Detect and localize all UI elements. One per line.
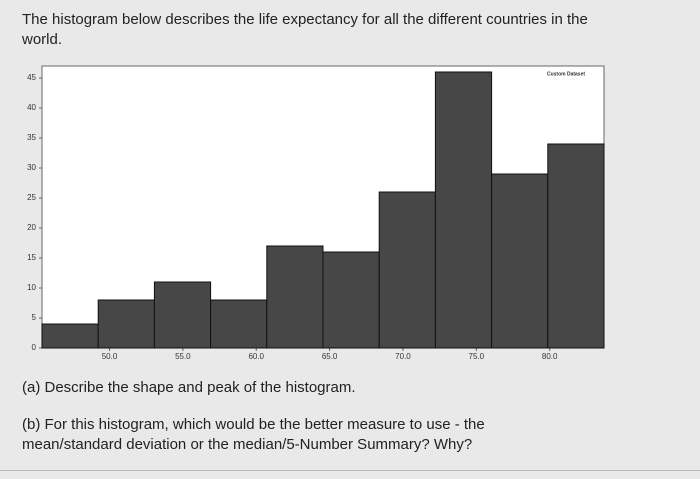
x-tick-label: 80.0 [542,352,558,361]
histogram-bar [491,173,549,349]
x-tick-label: 50.0 [102,352,118,361]
histogram-bar [41,323,99,349]
histogram-bar [266,245,324,349]
y-tick-label: 5 [32,313,37,322]
divider [0,470,700,479]
y-tick-label: 30 [27,163,36,172]
x-tick-label: 70.0 [395,352,411,361]
x-tick-label: 65.0 [322,352,338,361]
x-tick-label: 60.0 [248,352,264,361]
histogram-bar [322,251,380,349]
y-tick-label: 45 [27,73,36,82]
y-tick-label: 20 [27,223,36,232]
chart: 0 5 10 15 20 25 30 35 40 45 50.0 55.0 60.0 65.0 70.0 75… [27,65,605,361]
histogram-bar [210,299,268,349]
x-tick-label: 55.0 [175,352,191,361]
histogram-bar [153,281,212,349]
y-tick-label: 0 [32,343,37,352]
question-b: (b) For this histogram, which would be t… [22,416,485,453]
histogram-bar [378,191,436,349]
y-tick-label: 40 [27,103,36,112]
legend-label: Custom Dataset [547,71,585,77]
question-a: (a) Describe the shape and peak of the h… [22,379,356,396]
intro-text: The histogram below describes the life e… [22,11,588,48]
histogram-bar [434,71,493,349]
y-tick-label: 15 [27,253,36,262]
y-tick-label: 25 [27,193,36,202]
y-tick-label: 10 [27,283,36,292]
y-tick-label: 35 [27,133,36,142]
histogram-bar [97,299,155,349]
x-tick-label: 75.0 [469,352,485,361]
histogram-bar [547,143,605,349]
